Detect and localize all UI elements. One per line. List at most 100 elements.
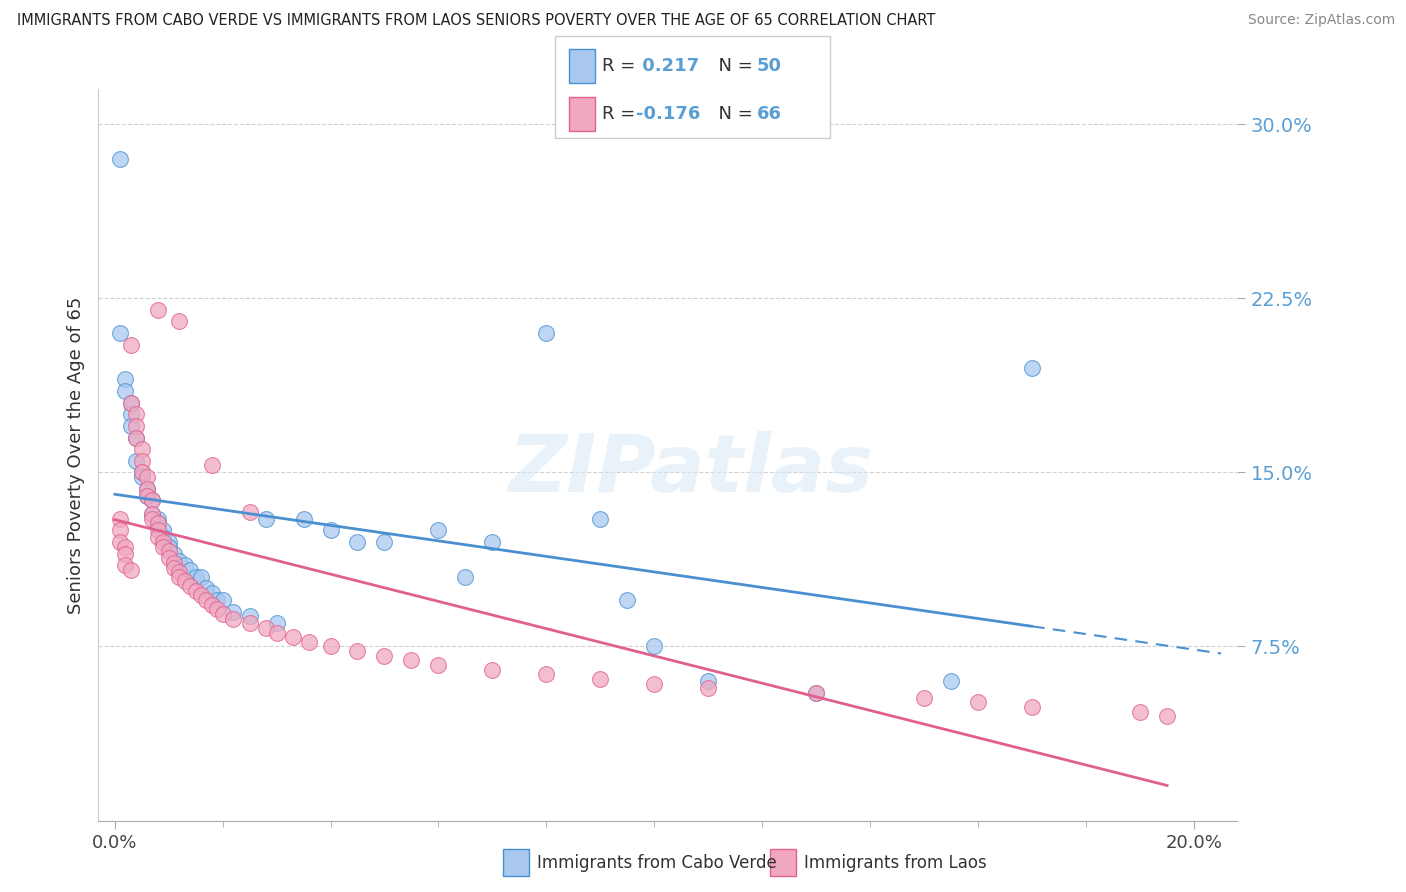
Text: N =: N =: [707, 57, 759, 75]
Point: [643, 640, 665, 654]
Point: [941, 674, 963, 689]
Point: [136, 470, 159, 484]
Point: [163, 560, 186, 574]
Point: [211, 607, 233, 621]
Point: [238, 609, 260, 624]
Point: [146, 512, 169, 526]
Point: [1156, 709, 1178, 723]
Point: [114, 547, 136, 561]
Point: [169, 565, 191, 579]
Point: [131, 466, 153, 480]
Point: [141, 493, 163, 508]
Point: [136, 489, 159, 503]
Point: [120, 395, 142, 409]
Point: [179, 563, 201, 577]
Point: [136, 482, 159, 496]
Point: [806, 686, 828, 700]
Point: [536, 667, 558, 681]
Point: [146, 516, 169, 531]
Point: [163, 547, 186, 561]
Point: [131, 442, 153, 456]
Text: 0.217: 0.217: [636, 57, 699, 75]
Point: [114, 540, 136, 554]
Text: -0.176: -0.176: [636, 105, 700, 123]
Y-axis label: Seniors Poverty Over the Age of 65: Seniors Poverty Over the Age of 65: [66, 296, 84, 614]
Point: [125, 454, 148, 468]
Point: [205, 602, 228, 616]
Text: N =: N =: [707, 105, 759, 123]
Point: [125, 418, 148, 433]
Point: [401, 653, 423, 667]
Point: [163, 556, 186, 570]
Text: Source: ZipAtlas.com: Source: ZipAtlas.com: [1247, 13, 1395, 28]
Text: Immigrants from Cabo Verde: Immigrants from Cabo Verde: [537, 854, 778, 871]
Point: [179, 579, 201, 593]
Point: [173, 558, 195, 573]
Point: [173, 574, 195, 589]
Point: [108, 326, 131, 340]
Point: [319, 524, 342, 538]
Point: [136, 482, 159, 496]
Point: [205, 593, 228, 607]
Point: [292, 512, 315, 526]
Point: [201, 458, 224, 473]
Point: [114, 372, 136, 386]
Point: [319, 640, 342, 654]
Point: [589, 512, 612, 526]
Point: [346, 644, 368, 658]
Point: [157, 540, 180, 554]
Point: [120, 407, 142, 421]
Point: [131, 454, 153, 468]
Point: [346, 535, 368, 549]
Text: R =: R =: [602, 57, 641, 75]
Point: [201, 598, 224, 612]
Point: [169, 553, 191, 567]
Point: [152, 540, 174, 554]
Text: R =: R =: [602, 105, 641, 123]
Point: [152, 524, 174, 538]
Point: [266, 625, 288, 640]
Point: [120, 563, 142, 577]
Point: [184, 570, 207, 584]
Point: [806, 686, 828, 700]
Point: [131, 466, 153, 480]
Point: [281, 630, 304, 644]
Point: [114, 384, 136, 398]
Text: IMMIGRANTS FROM CABO VERDE VS IMMIGRANTS FROM LAOS SENIORS POVERTY OVER THE AGE : IMMIGRANTS FROM CABO VERDE VS IMMIGRANTS…: [17, 13, 935, 29]
Point: [427, 524, 450, 538]
Point: [141, 493, 163, 508]
Point: [108, 512, 131, 526]
Point: [190, 588, 212, 602]
Point: [152, 530, 174, 544]
Point: [195, 593, 218, 607]
Point: [146, 530, 169, 544]
Point: [169, 314, 191, 328]
Point: [169, 570, 191, 584]
Point: [481, 663, 503, 677]
Point: [120, 418, 142, 433]
Point: [912, 690, 935, 705]
Point: [201, 586, 224, 600]
Point: [152, 535, 174, 549]
Point: [114, 558, 136, 573]
Point: [146, 302, 169, 317]
Point: [157, 544, 180, 558]
Point: [222, 605, 245, 619]
Point: [454, 570, 477, 584]
Point: [697, 681, 720, 696]
Point: [616, 593, 638, 607]
Point: [427, 658, 450, 673]
Point: [157, 535, 180, 549]
Point: [108, 535, 131, 549]
Point: [589, 672, 612, 686]
Point: [131, 470, 153, 484]
Text: 50: 50: [756, 57, 782, 75]
Point: [195, 582, 218, 596]
Point: [222, 612, 245, 626]
Point: [120, 337, 142, 351]
Point: [238, 505, 260, 519]
Point: [108, 152, 131, 166]
Text: Immigrants from Laos: Immigrants from Laos: [804, 854, 987, 871]
Text: ZIPatlas: ZIPatlas: [508, 431, 873, 508]
Point: [157, 551, 180, 566]
